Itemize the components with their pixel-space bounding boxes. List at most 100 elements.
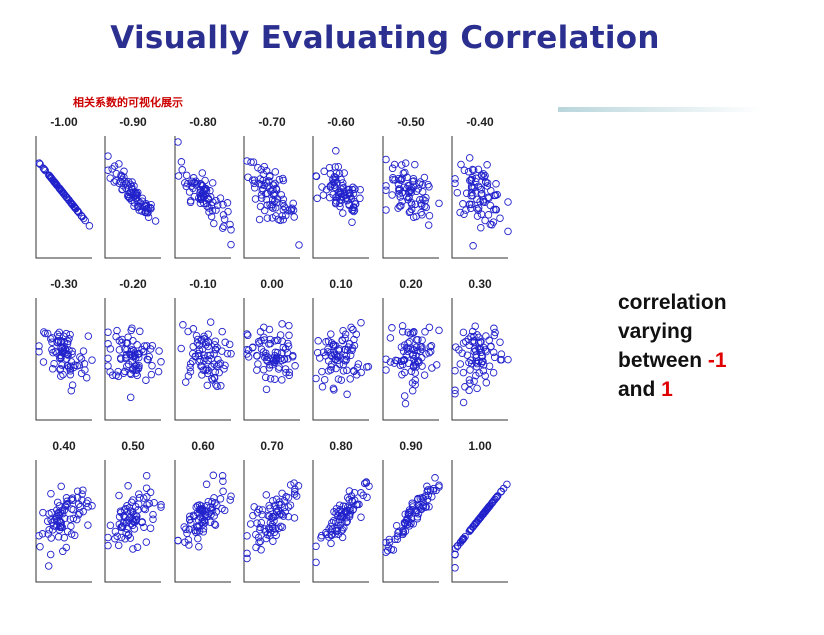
data-point <box>141 505 150 514</box>
data-point <box>262 349 270 357</box>
data-point <box>272 354 281 363</box>
data-point <box>390 359 399 367</box>
data-point <box>66 367 75 375</box>
data-point <box>219 201 227 209</box>
data-point <box>348 218 356 226</box>
data-point <box>451 544 460 553</box>
data-point <box>477 223 485 232</box>
data-point <box>268 360 276 369</box>
data-point <box>265 512 274 520</box>
data-point <box>104 541 112 550</box>
data-point <box>48 345 56 354</box>
data-point <box>491 328 499 337</box>
data-point <box>254 533 263 542</box>
data-point <box>284 512 293 521</box>
data-point <box>385 538 394 547</box>
data-point <box>201 186 209 194</box>
data-point <box>483 161 491 169</box>
panel-correlation-label: -0.20 <box>119 277 147 291</box>
data-point <box>220 365 228 373</box>
data-point <box>325 163 334 172</box>
data-point <box>465 154 474 162</box>
data-point <box>216 495 225 503</box>
data-point <box>342 355 351 364</box>
data-point <box>174 172 183 180</box>
data-point <box>218 472 227 480</box>
data-point <box>479 170 488 178</box>
scatter-panel: 0.40 <box>35 439 96 583</box>
data-point <box>57 354 65 362</box>
data-point <box>249 158 258 166</box>
data-point <box>329 384 338 393</box>
data-point <box>389 174 397 182</box>
data-point <box>347 323 355 332</box>
data-point <box>197 180 205 188</box>
data-point <box>189 342 197 351</box>
data-point <box>177 158 186 166</box>
data-point <box>126 393 135 402</box>
panel-axis <box>243 136 300 259</box>
data-point <box>451 564 459 572</box>
side-caption-and: and <box>618 378 662 401</box>
data-point <box>174 536 182 545</box>
data-point <box>420 173 429 182</box>
data-point <box>363 363 371 371</box>
data-point <box>328 180 336 189</box>
data-point <box>208 376 217 384</box>
data-point <box>219 487 227 496</box>
data-point <box>339 179 347 187</box>
data-point <box>132 515 141 524</box>
data-point <box>182 525 190 533</box>
data-point <box>67 530 76 538</box>
data-point <box>114 541 123 550</box>
data-point <box>465 386 473 395</box>
data-point <box>273 508 281 517</box>
data-point <box>143 501 151 509</box>
data-point <box>278 489 286 498</box>
data-point <box>404 347 412 356</box>
data-point <box>188 177 196 186</box>
data-point <box>335 360 344 368</box>
data-point <box>79 347 88 355</box>
data-point <box>212 196 220 205</box>
data-point <box>124 482 132 490</box>
data-point <box>425 323 434 332</box>
panel-axis <box>35 460 92 583</box>
data-point <box>457 160 465 169</box>
data-point <box>66 330 74 339</box>
data-point <box>416 347 425 355</box>
data-point <box>129 336 137 345</box>
data-point <box>244 331 252 340</box>
data-point <box>68 496 77 505</box>
data-point <box>419 195 427 203</box>
data-point <box>35 342 43 350</box>
data-point <box>40 165 49 174</box>
data-point <box>459 398 468 407</box>
data-point <box>189 174 198 182</box>
data-point <box>262 352 270 360</box>
panel-correlation-label: 0.10 <box>329 277 353 291</box>
data-point <box>488 499 496 507</box>
data-point <box>145 499 154 508</box>
data-point <box>400 183 408 192</box>
data-point <box>148 341 157 350</box>
data-point <box>325 525 333 533</box>
scatter-panel: -0.10 <box>174 277 235 421</box>
data-point <box>482 178 490 187</box>
data-point <box>47 335 55 343</box>
data-point <box>60 533 69 542</box>
data-point <box>115 520 124 529</box>
data-point <box>275 363 283 371</box>
data-point <box>295 241 303 249</box>
data-point <box>429 484 438 493</box>
scatter-panel: 0.80 <box>312 439 373 583</box>
data-point <box>127 498 136 507</box>
data-point <box>497 487 505 496</box>
data-point <box>50 359 58 368</box>
data-point <box>412 343 421 351</box>
data-point <box>112 169 121 178</box>
data-point <box>382 182 390 190</box>
data-point <box>334 162 343 171</box>
data-point <box>213 201 222 210</box>
data-point <box>504 198 512 206</box>
